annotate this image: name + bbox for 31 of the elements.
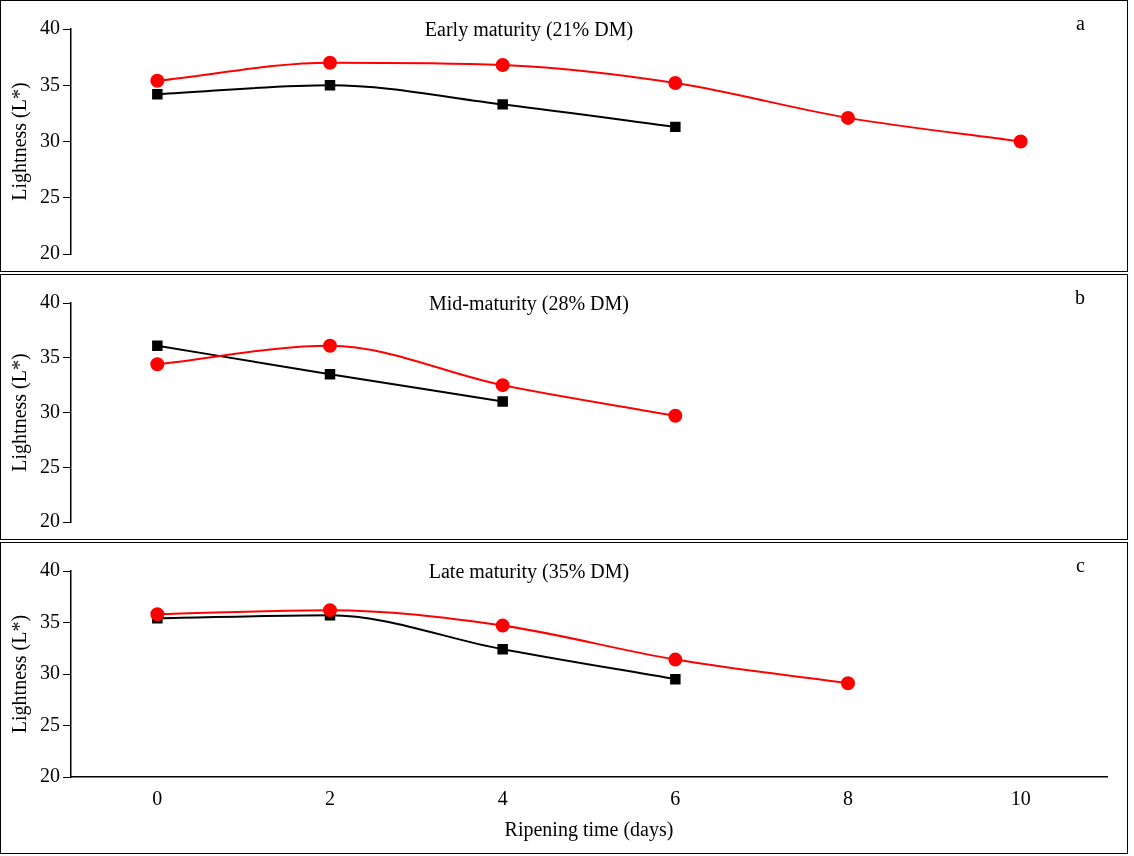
y-tick-label: 25 [40,454,60,477]
y-tick-label: 40 [40,558,60,581]
y-tick-label: 25 [40,185,60,207]
y-tick-label: 35 [40,609,60,632]
y-tick-label: 25 [40,712,60,735]
y-tick-label: 30 [40,399,60,422]
x-axis-title: Ripening time (days) [504,818,674,842]
x-tick-label: 4 [497,787,508,810]
x-tick-label: 2 [325,787,335,810]
chart-title: Early maturity (21% DM) [424,18,634,42]
y-tick-label: 35 [40,72,60,95]
y-tick-label: 20 [40,241,60,264]
annotation: c [1076,554,1086,577]
chart-title: Late maturity (35% DM) [428,560,630,584]
y-tick-label: 40 [40,290,60,313]
x-tick-label: 0 [152,787,163,810]
y-tick-label: 20 [40,509,60,532]
y-tick-label: 20 [40,764,60,787]
text: b [1075,286,1085,309]
y-tick-label: 30 [40,661,60,684]
y-axis-title: Lightness (L*) [8,614,32,734]
y-tick-label: 35 [40,345,60,367]
text: a [1076,12,1086,35]
x-tick-label: 10 [1010,787,1031,810]
y-tick-label: 30 [40,128,60,151]
y-axis-title: Lightness (L*) [8,82,32,201]
x-tick-label: 8 [843,787,853,810]
x-tick-label: 6 [670,787,681,810]
y-axis-title: Lightness (L*) [8,353,32,472]
chart-title: Mid-maturity (28% DM) [429,292,629,316]
y-tick-label: 40 [40,16,60,39]
